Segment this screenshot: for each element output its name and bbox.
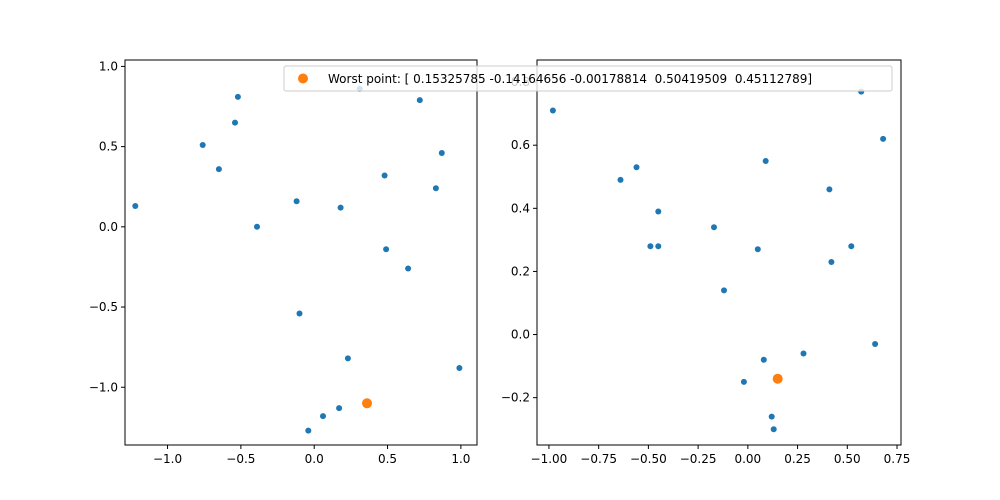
right-x-tick-label: 0.25 xyxy=(784,452,811,466)
left-plot-point xyxy=(293,198,300,205)
left-x-tick-label: −1.0 xyxy=(153,452,182,466)
right-plot-point xyxy=(647,243,654,250)
right-plot-point xyxy=(848,243,855,250)
right-plot-point xyxy=(754,246,761,253)
left-plot-point xyxy=(438,150,445,156)
right-plot-point xyxy=(880,135,887,142)
right-plot-point xyxy=(617,176,624,183)
left-y-tick-label: 0.0 xyxy=(99,220,118,234)
right-plot-point xyxy=(828,259,835,265)
left-plot-point xyxy=(381,172,388,179)
left-plot-point xyxy=(456,365,463,371)
right-x-tick-label: −0.25 xyxy=(680,452,717,466)
left-plot-point xyxy=(132,203,139,209)
left-y-tick-label: −0.5 xyxy=(89,300,118,314)
left-plot-point xyxy=(405,265,412,272)
right-x-tick-label: −0.50 xyxy=(630,452,667,466)
right-plot-point xyxy=(770,426,777,433)
right-plot-point xyxy=(633,164,640,171)
right-plot-point xyxy=(760,356,767,363)
right-plot-point xyxy=(655,208,662,215)
right-plot-point xyxy=(768,413,775,420)
right-y-tick-label: −0.2 xyxy=(501,391,530,405)
right-plot-point xyxy=(721,287,727,294)
left-plot-point xyxy=(383,246,390,253)
right-y-tick-label: 0.4 xyxy=(511,201,530,215)
right-plot-point xyxy=(740,378,747,385)
right-plot-point xyxy=(549,107,556,114)
left-plot-point xyxy=(337,204,344,211)
left-plot-point xyxy=(344,355,351,362)
left-plot-point xyxy=(432,185,439,192)
left-y-tick-label: 1.0 xyxy=(99,59,118,73)
legend: Worst point: [ 0.15325785 -0.14164656 -0… xyxy=(283,65,893,92)
right-plot-point xyxy=(826,186,833,193)
right-plot-point xyxy=(872,341,879,347)
legend-frame xyxy=(283,65,893,92)
right-plot-worst-point xyxy=(772,373,783,384)
right-x-tick-label: −1.00 xyxy=(531,452,568,466)
left-plot-point xyxy=(215,166,222,173)
left-plot-worst-point xyxy=(362,398,372,409)
left-scatter-plot: −1.0 −0.5 0.0 0.5 1.0 −1.0 −0.5 0.0 0.5 1.0 xyxy=(89,59,478,466)
right-plot-point xyxy=(800,350,807,357)
right-plot-point xyxy=(711,224,717,231)
left-x-tick-label: 1.0 xyxy=(451,452,470,466)
left-y-tick-label: 0.5 xyxy=(99,140,118,154)
left-plot-point xyxy=(320,413,326,420)
left-plot-point xyxy=(199,142,206,148)
left-plot-point xyxy=(296,310,303,317)
left-plot-point xyxy=(416,97,423,104)
legend-marker-worst-point xyxy=(298,73,308,84)
right-plot-point xyxy=(655,243,662,250)
right-x-tick-label: −0.75 xyxy=(580,452,617,466)
right-x-tick-label: 0.00 xyxy=(734,452,761,466)
left-x-tick-label: 0.0 xyxy=(305,452,324,466)
left-plot-point xyxy=(305,427,312,434)
left-x-tick-label: −0.5 xyxy=(226,452,255,466)
right-x-tick-label: 0.50 xyxy=(834,452,861,466)
left-plot-point xyxy=(234,93,241,100)
left-x-tick-label: 0.5 xyxy=(378,452,397,466)
left-y-tick-label: −1.0 xyxy=(89,380,118,394)
right-plot-point xyxy=(762,158,769,164)
left-plot-frame xyxy=(124,59,478,446)
legend-label-worst-point: Worst point: [ 0.15325785 -0.14164656 -0… xyxy=(328,72,812,86)
right-plot-frame xyxy=(536,59,902,446)
right-y-tick-label: 0.0 xyxy=(511,328,530,342)
right-y-tick-label: 0.2 xyxy=(511,264,530,278)
left-plot-point xyxy=(232,119,238,126)
left-plot-point xyxy=(336,405,343,412)
left-plot-point xyxy=(254,223,260,230)
right-x-tick-label: 0.75 xyxy=(884,452,911,466)
right-y-tick-label: 0.6 xyxy=(511,138,530,152)
